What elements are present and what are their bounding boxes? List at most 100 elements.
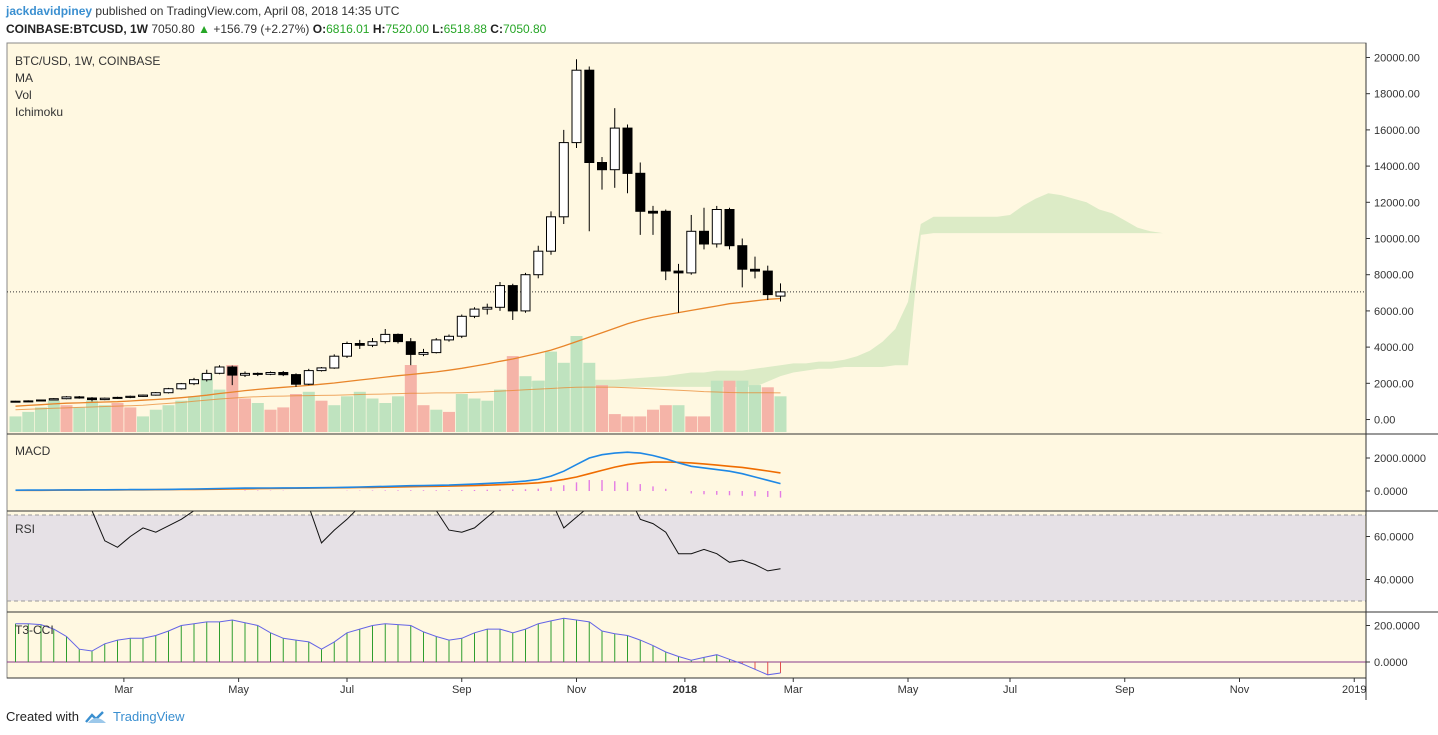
- candle-body: [23, 400, 34, 403]
- candle-body: [61, 396, 72, 400]
- candle-body: [342, 343, 352, 357]
- macd-line: [15, 451, 781, 491]
- candle-body: [673, 270, 684, 274]
- moving-average-line: [15, 297, 781, 407]
- volume-bar: [149, 409, 162, 432]
- candle-body: [431, 339, 442, 354]
- volume-bar: [494, 389, 506, 432]
- candle-body: [597, 162, 607, 171]
- volume-bar: [239, 398, 251, 432]
- volume-bar: [774, 396, 787, 432]
- price-tick-label: 16000.00: [1374, 125, 1420, 137]
- low-value: 6518.88: [443, 22, 487, 36]
- volume-bar: [162, 405, 175, 432]
- candle-body: [87, 397, 97, 401]
- author-name[interactable]: jackdavidpiney: [6, 4, 93, 18]
- cci-pane[interactable]: [7, 617, 1366, 676]
- tradingview-logo-icon[interactable]: [85, 710, 107, 724]
- volume-bar: [736, 380, 749, 432]
- candle-body: [775, 291, 786, 297]
- volume-ma-line: [15, 386, 781, 411]
- candle-body: [227, 366, 238, 376]
- volume-bar: [86, 400, 98, 432]
- candle-body: [252, 372, 263, 375]
- volume-bar: [545, 351, 557, 432]
- candle-body: [444, 335, 454, 341]
- time-tick-label: Nov: [1230, 684, 1250, 696]
- candle-body: [724, 209, 735, 247]
- published-text: published on TradingView.com, April 08, …: [95, 4, 400, 18]
- price-tick-label: 6000.00: [1374, 306, 1414, 318]
- cci-line: [15, 617, 781, 676]
- candle-body: [176, 383, 187, 390]
- candle-body: [456, 315, 467, 337]
- volume-bar: [392, 396, 404, 432]
- candle-body: [405, 341, 416, 355]
- volume-bar: [417, 405, 430, 432]
- volume-bar: [35, 407, 47, 432]
- volume-bar: [519, 376, 532, 432]
- candle-body: [520, 274, 531, 312]
- price-tick-label: 12000.00: [1374, 197, 1420, 209]
- volume-bar: [443, 411, 455, 432]
- macd-tick-label: 2000.0000: [1374, 453, 1426, 465]
- candle-body: [240, 372, 250, 376]
- price-tick-label: 4000.00: [1374, 342, 1414, 354]
- volume-bar: [557, 362, 570, 432]
- open-value: 6816.01: [326, 22, 370, 36]
- volume-bar: [60, 405, 73, 432]
- volume-bar: [47, 400, 60, 432]
- volume-bar: [532, 380, 545, 432]
- time-tick-label: May: [898, 684, 919, 696]
- volume-bar: [302, 391, 315, 432]
- time-tick-label: Sep: [452, 684, 472, 696]
- candle-body: [418, 352, 429, 355]
- candle-body: [150, 392, 161, 396]
- candle-body: [125, 395, 136, 398]
- macd-label: MACD: [15, 444, 51, 458]
- macd-pane[interactable]: [15, 451, 782, 498]
- candle-body: [469, 308, 480, 317]
- candle-body: [686, 230, 697, 274]
- candle-body: [699, 230, 709, 245]
- candle-body: [48, 398, 59, 401]
- tradingview-link[interactable]: TradingView: [112, 709, 185, 724]
- candle-body: [10, 400, 21, 403]
- candle-body: [762, 270, 773, 296]
- volume-bar: [583, 362, 596, 432]
- candle-body: [380, 333, 391, 343]
- time-tick-label: Sep: [1115, 684, 1135, 696]
- candle-body: [329, 355, 340, 369]
- close-value: 7050.80: [502, 22, 547, 36]
- volume-bar: [481, 400, 494, 432]
- volume-bar: [175, 400, 188, 432]
- volume-bar: [468, 398, 481, 432]
- candle-body: [750, 268, 760, 272]
- volume-bar: [404, 365, 417, 432]
- candle-body: [507, 285, 518, 312]
- candle-body: [635, 172, 646, 212]
- price-chart[interactable]: 20000.00 18000.00 16000.00 14000.00 12000.00…: [0, 40, 1438, 700]
- cci-label: T3-CCI: [15, 623, 54, 637]
- last-price: 7050.80: [151, 22, 195, 36]
- rsi-pane[interactable]: [7, 489, 1366, 602]
- candle-body: [737, 245, 748, 270]
- price-tick-label: 8000.00: [1374, 270, 1414, 282]
- time-tick-label: Mar: [784, 684, 803, 696]
- price-tick-label: 2000.00: [1374, 378, 1414, 390]
- main-pane[interactable]: [7, 59, 1366, 432]
- candle-body: [189, 379, 199, 385]
- volume-bar: [506, 356, 519, 432]
- volume-bar: [124, 407, 137, 432]
- rsi-tick-label: 40.0000: [1374, 575, 1414, 587]
- candle-body: [609, 127, 620, 171]
- volume-bar: [455, 394, 468, 432]
- volume-bar: [264, 409, 277, 432]
- time-tick-label: May: [228, 684, 249, 696]
- candle-body: [660, 210, 671, 272]
- volume-bar: [111, 403, 124, 432]
- open-label: O:: [312, 22, 327, 36]
- rsi-tick-label: 60.0000: [1374, 532, 1414, 544]
- volume-bar: [328, 405, 341, 432]
- volume-bar: [659, 405, 672, 432]
